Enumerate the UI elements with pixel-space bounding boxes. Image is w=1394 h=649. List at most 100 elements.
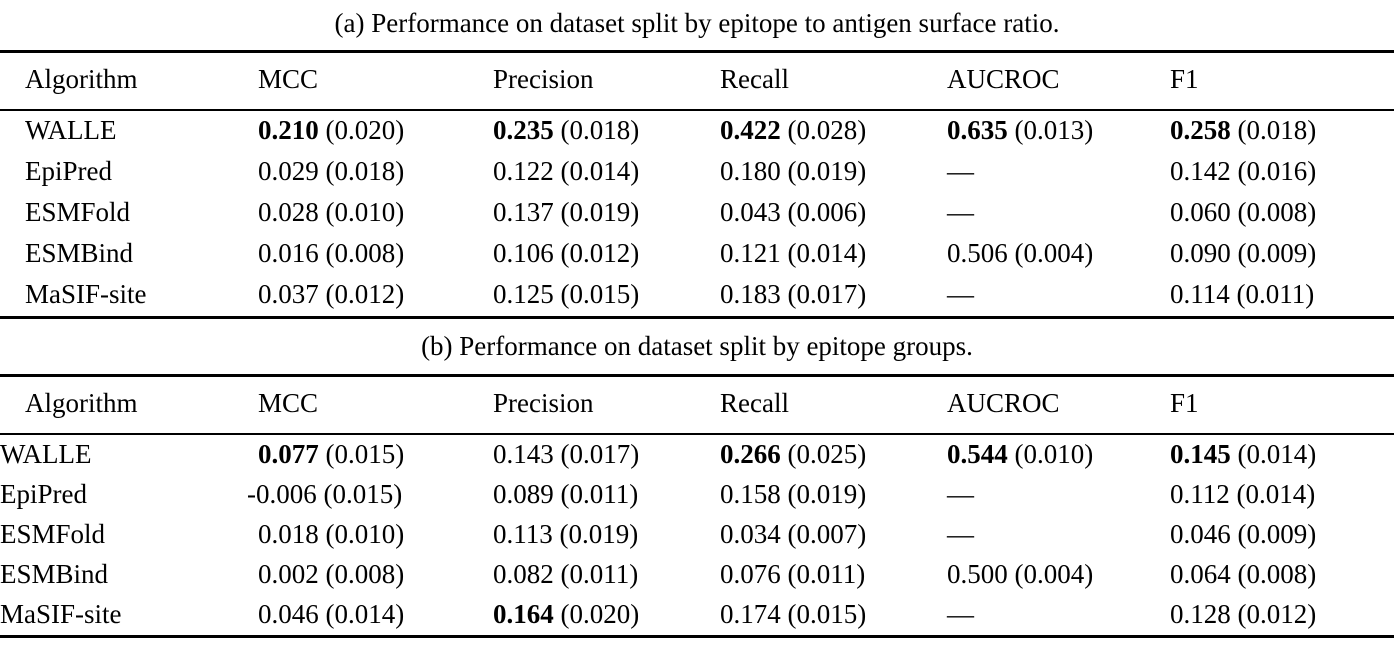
metric-cell: 0.544 (0.010)	[947, 434, 1170, 475]
metric-cell: —	[947, 475, 1170, 515]
metric-value: 0.122	[493, 156, 554, 186]
metric-std: (0.025)	[787, 439, 867, 469]
metric-value: 0.500	[947, 559, 1008, 589]
algorithm-name: ESMBind	[25, 238, 134, 268]
metric-value: 0.125	[493, 279, 554, 309]
metric-value: —	[947, 519, 974, 549]
metric-cell: 0.137 (0.019)	[493, 193, 720, 234]
metric-value: 0.266	[720, 439, 781, 469]
results-table-b: Algorithm MCC Precision Recall AUCROC F1…	[0, 374, 1394, 638]
metric-value: 0.183	[720, 279, 781, 309]
metric-cell: 0.122 (0.014)	[493, 152, 720, 193]
metric-std: (0.011)	[1236, 279, 1315, 309]
metric-cell: 0.113 (0.019)	[493, 515, 720, 555]
column-header-aucroc: AUCROC	[947, 375, 1170, 435]
metric-cell: 0.064 (0.008)	[1170, 555, 1394, 595]
metric-value: 0.142	[1170, 156, 1231, 186]
metric-value: 0.114	[1170, 279, 1230, 309]
metric-value: 0.029	[258, 156, 319, 186]
metric-value: 0.143	[493, 439, 554, 469]
metric-std: (0.012)	[1237, 599, 1317, 629]
subtable-a: (a) Performance on dataset split by epit…	[0, 0, 1394, 319]
metric-std: (0.019)	[787, 156, 867, 186]
metric-std: (0.012)	[325, 279, 405, 309]
metric-cell: 0.125 (0.015)	[493, 275, 720, 318]
metric-value: —	[947, 279, 974, 309]
metric-value: 0.158	[720, 479, 781, 509]
metric-cell: 0.183 (0.017)	[720, 275, 947, 318]
algorithm-name: ESMFold	[25, 197, 131, 227]
metric-cell: 0.034 (0.007)	[720, 515, 947, 555]
table-row: MaSIF-site 0.037 (0.012) 0.125 (0.015) 0.18…	[0, 275, 1394, 318]
column-header-recall: Recall	[720, 51, 947, 111]
metric-value: 0.112	[1170, 479, 1230, 509]
metric-value: 0.137	[493, 197, 554, 227]
metric-std: (0.013)	[1014, 115, 1094, 145]
metric-value: 0.089	[493, 479, 554, 509]
metric-std: (0.015)	[325, 439, 405, 469]
table-row: ESMBind 0.016 (0.008) 0.106 (0.012) 0.121 (…	[0, 234, 1394, 275]
column-header-recall: Recall	[720, 375, 947, 435]
metric-cell: 0.043 (0.006)	[720, 193, 947, 234]
metric-value: 0.210	[258, 115, 319, 145]
metric-std: (0.008)	[325, 238, 405, 268]
subtable-a-caption: (a) Performance on dataset split by epit…	[334, 8, 1060, 38]
metric-value: 0.034	[720, 519, 781, 549]
metric-std: (0.010)	[325, 197, 405, 227]
algorithm-name: EpiPred	[25, 156, 112, 186]
metric-cell: 0.145 (0.014)	[1170, 434, 1394, 475]
metric-value: 0.106	[493, 238, 554, 268]
metric-value: 0.082	[493, 559, 554, 589]
metric-cell: 0.046 (0.009)	[1170, 515, 1394, 555]
metric-value: —	[947, 197, 974, 227]
metric-std: (0.028)	[787, 115, 867, 145]
table-row: MaSIF-site 0.046 (0.014) 0.164 (0.020) 0.17…	[0, 595, 1394, 637]
metric-std: (0.017)	[787, 279, 867, 309]
table-row: ESMBind 0.002 (0.008) 0.082 (0.011) 0.076 (…	[0, 555, 1394, 595]
metric-std: (0.019)	[559, 519, 639, 549]
metric-std: (0.015)	[787, 599, 867, 629]
metric-cell: 0.077 (0.015)	[258, 434, 493, 475]
subtable-b: (b) Performance on dataset split by epit…	[0, 319, 1394, 638]
subtable-b-caption: (b) Performance on dataset split by epit…	[421, 331, 973, 361]
metric-cell: 0.016 (0.008)	[258, 234, 493, 275]
metric-cell: —	[947, 595, 1170, 637]
metric-value: 0.544	[947, 439, 1008, 469]
algorithm-name: ESMFold	[0, 519, 106, 549]
metric-std: (0.008)	[1237, 559, 1317, 589]
metric-cell: 0.235 (0.018)	[493, 110, 720, 152]
algorithm-name: MaSIF-site	[25, 279, 147, 309]
header-row: Algorithm MCC Precision Recall AUCROC F1	[0, 375, 1394, 435]
metric-std: (0.011)	[560, 479, 639, 509]
metric-std: (0.009)	[1237, 519, 1317, 549]
metric-std: (0.012)	[560, 238, 640, 268]
metric-std: (0.009)	[1237, 238, 1317, 268]
metric-value: 0.060	[1170, 197, 1231, 227]
metric-cell: —	[947, 275, 1170, 318]
table-row: EpiPred -0.006 (0.015) 0.089 (0.011) 0.158 …	[0, 475, 1394, 515]
metric-cell: 0.143 (0.017)	[493, 434, 720, 475]
metric-std: (0.019)	[787, 479, 867, 509]
metric-value: 0.235	[493, 115, 554, 145]
metric-std: (0.018)	[560, 115, 640, 145]
table-b-body: WALLE 0.077 (0.015) 0.143 (0.017) 0.266 (0.…	[0, 434, 1394, 637]
metric-value: 0.018	[258, 519, 319, 549]
metric-value: 0.506	[947, 238, 1008, 268]
metric-std: (0.014)	[325, 599, 405, 629]
metric-value: 0.090	[1170, 238, 1231, 268]
metric-value: 0.164	[493, 599, 554, 629]
metric-std: (0.010)	[325, 519, 405, 549]
metric-cell: 0.128 (0.012)	[1170, 595, 1394, 637]
algorithm-name: WALLE	[25, 115, 117, 145]
metric-cell: 0.210 (0.020)	[258, 110, 493, 152]
metric-cell: 0.164 (0.020)	[493, 595, 720, 637]
table-row: WALLE 0.077 (0.015) 0.143 (0.017) 0.266 (0.…	[0, 434, 1394, 475]
metric-std: (0.004)	[1014, 238, 1094, 268]
metric-cell: 0.082 (0.011)	[493, 555, 720, 595]
metric-cell: 0.018 (0.010)	[258, 515, 493, 555]
metric-value: 0.113	[493, 519, 553, 549]
metric-cell: 0.142 (0.016)	[1170, 152, 1394, 193]
metric-std: (0.018)	[1237, 115, 1317, 145]
metric-cell: 0.106 (0.012)	[493, 234, 720, 275]
column-header-precision: Precision	[493, 375, 720, 435]
